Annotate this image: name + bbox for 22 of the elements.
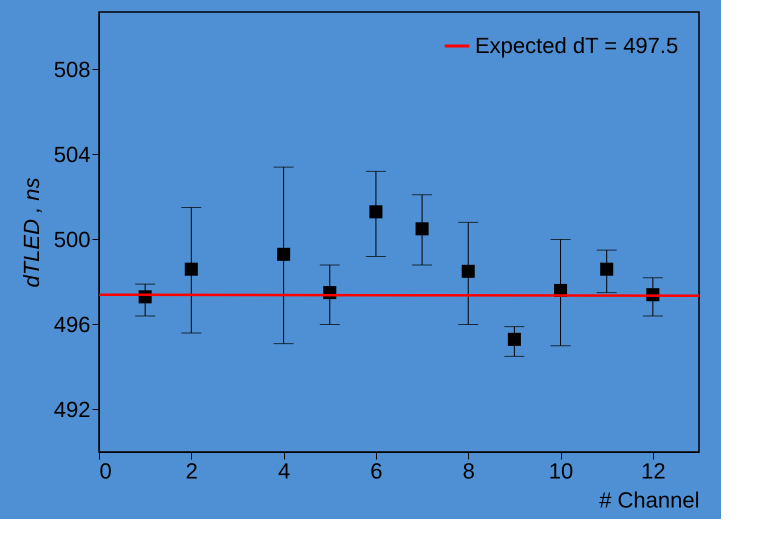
x-tick-label: 8 xyxy=(462,458,475,484)
y-tick-label: 504 xyxy=(54,142,90,167)
y-tick-label: 508 xyxy=(54,56,90,82)
point xyxy=(277,248,290,261)
x-tick-label: 6 xyxy=(370,458,383,484)
y-tick-label: 496 xyxy=(54,312,90,337)
y-axis-title: dTLED , ns xyxy=(18,177,44,288)
point xyxy=(600,262,614,276)
y-tick-label: 500 xyxy=(54,226,90,252)
x-axis-title: # Channel xyxy=(599,488,700,512)
point xyxy=(508,332,521,346)
legend-label: Expected dT = 497.5 xyxy=(475,33,678,58)
point xyxy=(416,222,429,236)
x-tick-label: 2 xyxy=(186,458,198,484)
x-tick-label: 12 xyxy=(641,458,666,484)
y-tick-label: 492 xyxy=(54,396,90,422)
point xyxy=(369,205,382,218)
x-tick-label: 0 xyxy=(100,458,112,484)
point xyxy=(462,264,475,278)
x-tick-label: 10 xyxy=(548,458,574,484)
x-tick-label: 4 xyxy=(278,458,290,484)
point xyxy=(184,262,198,276)
